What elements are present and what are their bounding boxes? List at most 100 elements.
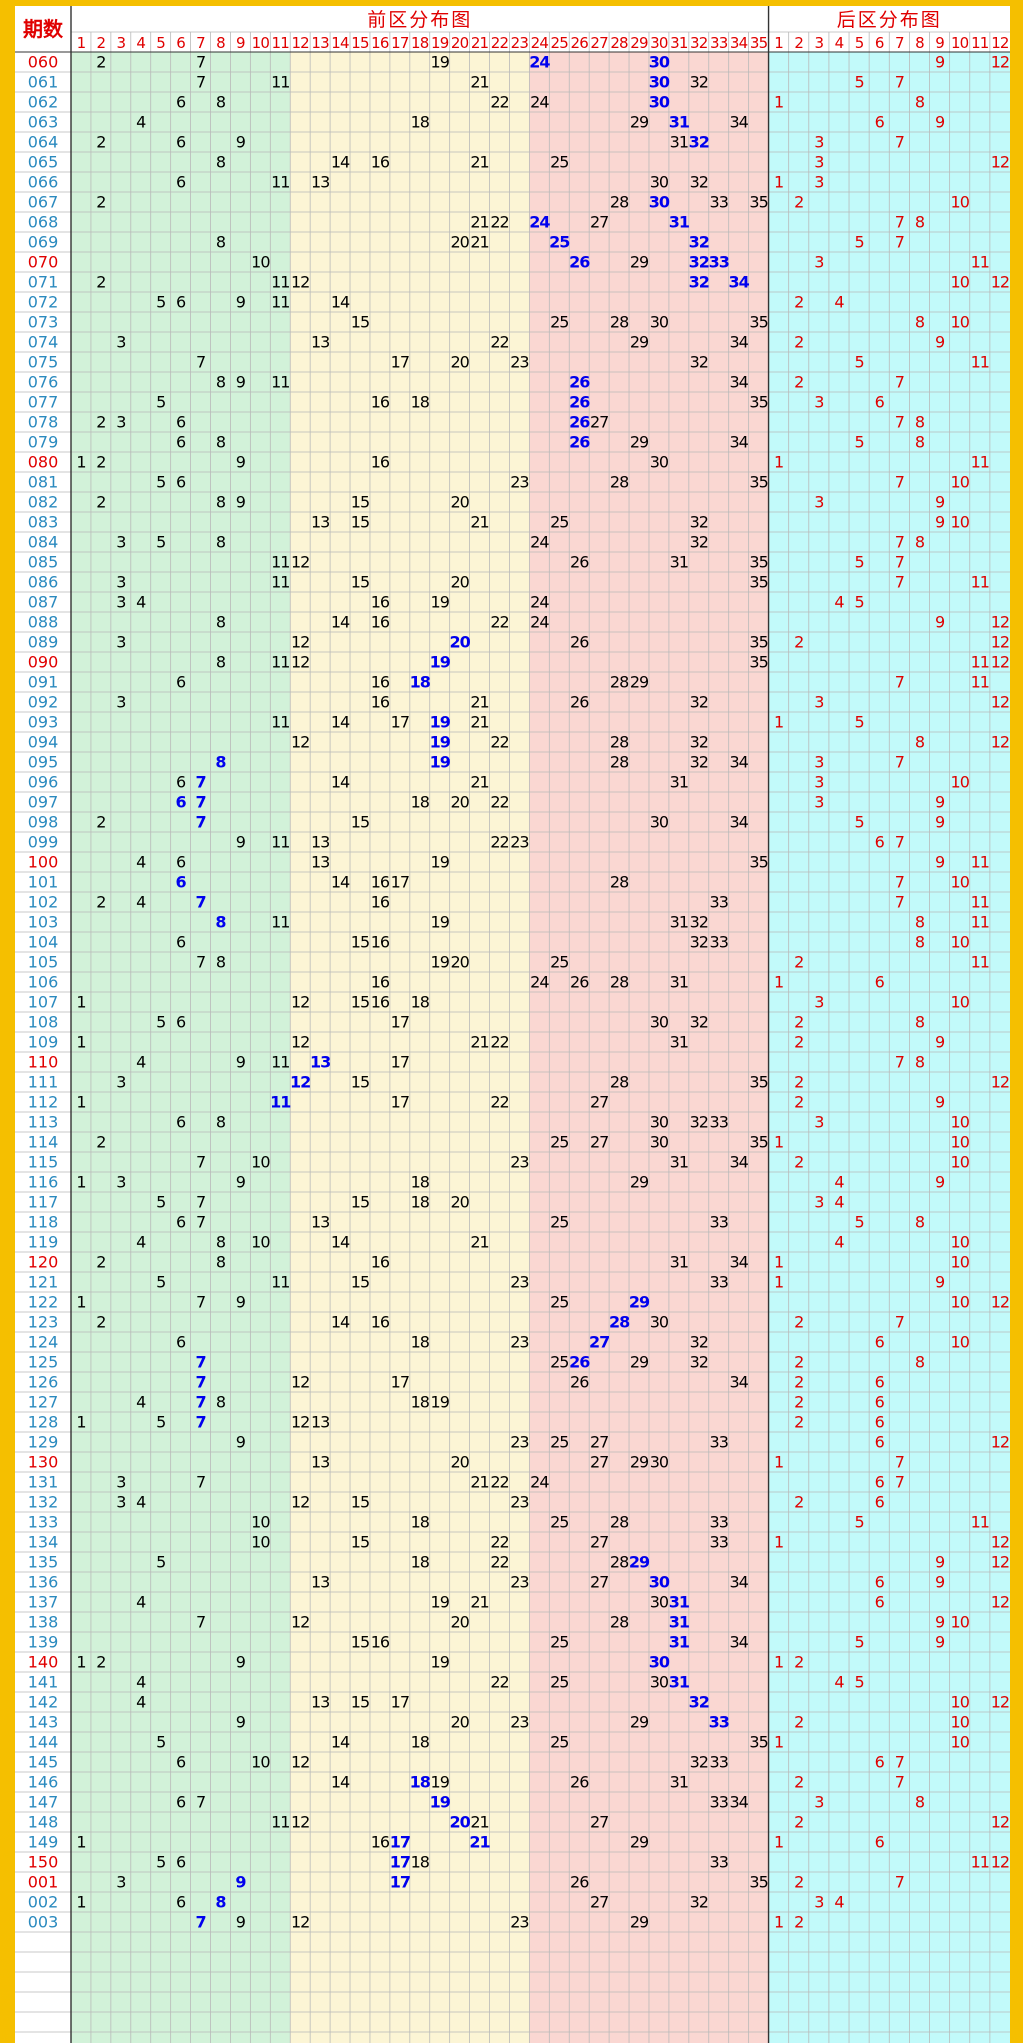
front-ball: 31: [670, 973, 688, 992]
front-ball: 20: [450, 493, 469, 512]
back-ball: 3: [814, 1893, 823, 1912]
front-ball: 19: [431, 953, 450, 972]
back-ball: 8: [915, 933, 925, 952]
front-ball: 5: [156, 1733, 165, 1752]
front-ball: 4: [136, 1493, 146, 1512]
issue-number: 097: [28, 793, 59, 812]
front-ball: 6: [176, 473, 186, 492]
back-ball: 7: [895, 233, 904, 252]
back-ball: 2: [794, 1033, 803, 1052]
front-ball: 35: [749, 1133, 767, 1152]
back-number-header: 11: [971, 34, 989, 52]
front-ball: 6: [176, 1853, 186, 1872]
back-ball: 6: [875, 1373, 885, 1392]
issue-number: 129: [28, 1433, 59, 1452]
front-ball: 15: [351, 573, 369, 592]
front-number-header: 25: [551, 34, 569, 52]
front-ball: 23: [510, 1333, 528, 1352]
front-ball: 16: [371, 613, 390, 632]
front-ball: 23: [510, 1493, 528, 1512]
front-ball: 29: [630, 1453, 649, 1472]
front-ball: 19: [430, 1793, 451, 1812]
front-ball: 17: [391, 1013, 409, 1032]
front-ball: 6: [176, 293, 186, 312]
issue-number: 104: [28, 933, 59, 952]
front-ball: 33: [710, 1793, 728, 1812]
front-ball: 30: [650, 1133, 669, 1152]
front-ball: 9: [236, 1173, 246, 1192]
front-ball: 11: [271, 913, 289, 932]
front-ball: 8: [216, 93, 226, 112]
front-ball: 14: [331, 613, 350, 632]
issue-number: 080: [28, 453, 59, 472]
front-ball: 25: [550, 1353, 568, 1372]
front-ball: 27: [590, 1093, 608, 1112]
front-ball: 12: [291, 1413, 309, 1432]
front-ball: 33: [709, 253, 729, 272]
front-ball: 30: [650, 1113, 669, 1132]
front-ball: 2: [96, 1313, 105, 1332]
issue-number: 114: [28, 1133, 59, 1152]
back-ball: 9: [935, 333, 945, 352]
front-ball: 11: [271, 1273, 289, 1292]
issue-number: 115: [28, 1153, 59, 1172]
back-ball: 2: [794, 1813, 803, 1832]
issue-number: 079: [28, 433, 59, 452]
front-number-header: 11: [272, 34, 290, 52]
back-ball: 8: [915, 1353, 925, 1372]
front-ball: 15: [351, 1633, 369, 1652]
back-ball: 10: [951, 1293, 970, 1312]
front-ball: 24: [530, 973, 549, 992]
front-ball: 28: [610, 973, 629, 992]
front-ball: 16: [371, 693, 390, 712]
back-ball: 1: [774, 1653, 783, 1672]
front-ball: 12: [291, 1913, 309, 1932]
issue-number: 126: [28, 1373, 59, 1392]
back-ball: 7: [895, 573, 904, 592]
back-ball: 12: [991, 613, 1009, 632]
issue-number: 110: [28, 1053, 59, 1072]
front-ball: 12: [291, 653, 309, 672]
front-ball: 29: [629, 1293, 650, 1312]
front-ball: 7: [196, 53, 205, 72]
front-ball: 5: [156, 1013, 165, 1032]
front-ball: 21: [470, 773, 488, 792]
back-ball: 8: [915, 1213, 925, 1232]
front-ball: 6: [176, 933, 186, 952]
front-ball: 27: [590, 213, 608, 232]
front-ball: 12: [290, 1073, 310, 1092]
front-ball: 27: [590, 413, 608, 432]
issue-number: 073: [28, 313, 59, 332]
front-ball: 35: [749, 313, 767, 332]
front-ball: 15: [351, 493, 369, 512]
issue-number: 066: [28, 173, 59, 192]
back-ball: 2: [794, 1373, 803, 1392]
front-ball: 28: [610, 1073, 629, 1092]
issue-number: 116: [28, 1173, 59, 1192]
issue-number: 077: [28, 393, 59, 412]
back-ball: 1: [774, 93, 783, 112]
back-ball: 6: [875, 1473, 885, 1492]
front-ball: 1: [76, 1653, 85, 1672]
back-ball: 2: [794, 1713, 803, 1732]
front-ball: 25: [550, 313, 568, 332]
front-ball: 26: [569, 373, 590, 392]
back-ball: 7: [895, 1053, 904, 1072]
front-ball: 35: [749, 553, 767, 572]
front-ball: 32: [689, 233, 709, 252]
front-ball: 21: [470, 153, 488, 172]
front-ball: 14: [331, 1733, 350, 1752]
back-ball: 8: [915, 1053, 925, 1072]
back-ball: 9: [935, 1553, 945, 1572]
front-ball: 12: [291, 733, 309, 752]
back-ball: 10: [951, 513, 970, 532]
back-ball: 2: [794, 1773, 803, 1792]
back-ball: 6: [875, 1593, 885, 1612]
back-ball: 9: [935, 1613, 945, 1632]
front-ball: 19: [431, 1653, 450, 1672]
front-ball: 9: [236, 1713, 246, 1732]
front-ball: 10: [251, 1513, 270, 1532]
back-ball: 6: [875, 1433, 885, 1452]
front-ball: 33: [710, 1433, 728, 1452]
front-ball: 6: [176, 413, 186, 432]
